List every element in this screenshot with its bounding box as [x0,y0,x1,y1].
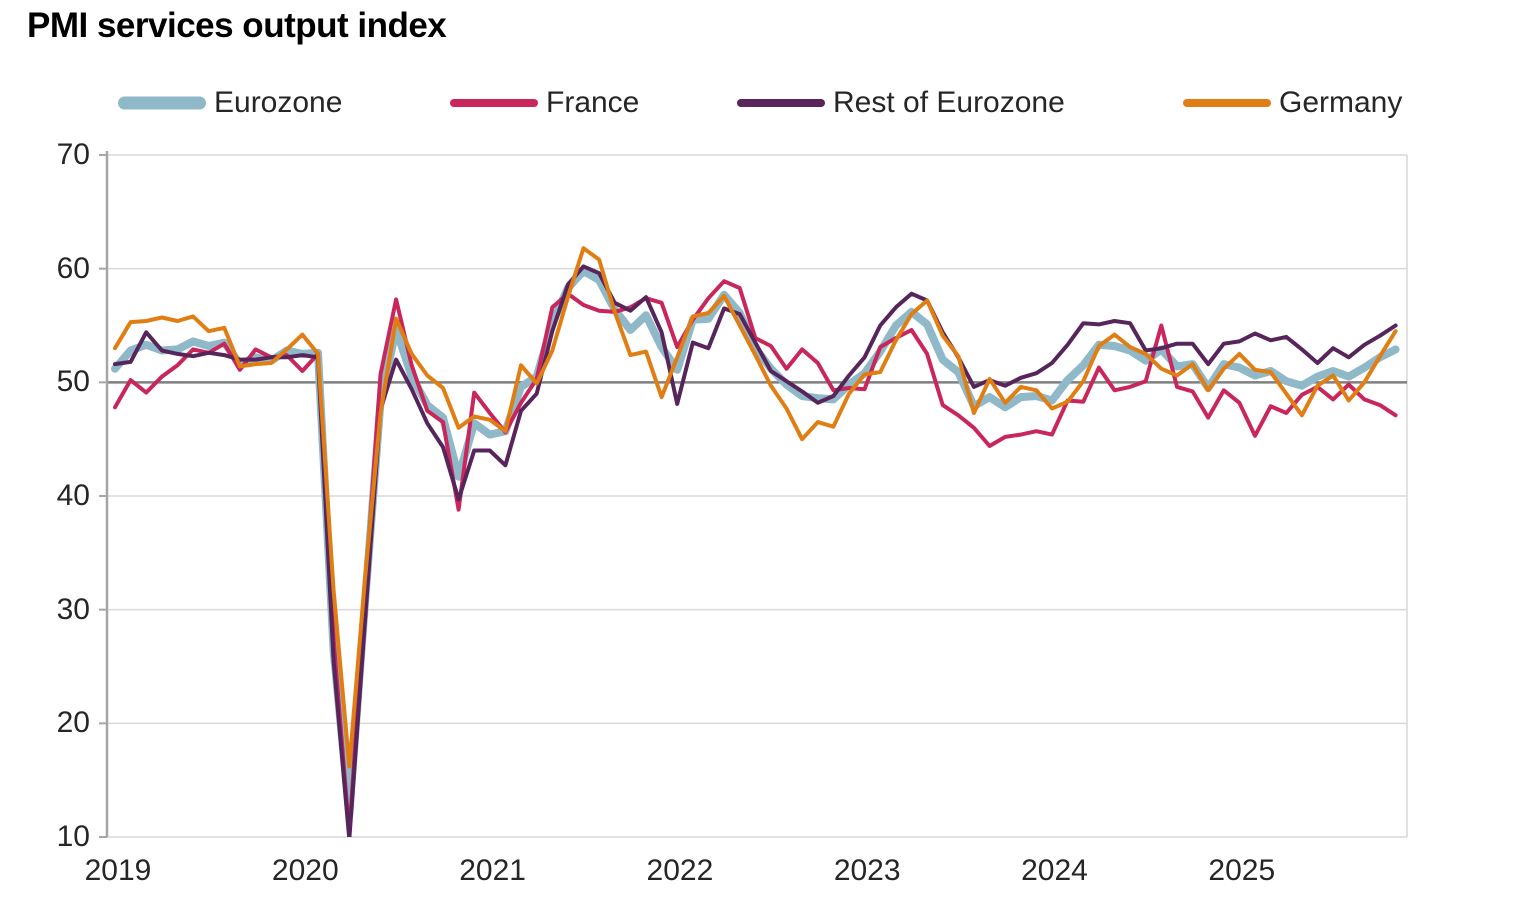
legend-label-germany: Germany [1279,86,1403,119]
series-line-rest-of-eurozone [113,264,1398,837]
y-tick-label-20: 20 [56,706,90,740]
series-line-germany [113,246,1398,769]
x-tick-label-2020: 2020 [271,854,339,887]
x-tick-label-2021: 2021 [459,854,526,887]
y-tick-label-30: 30 [56,592,90,626]
series-line-france [113,279,1398,837]
x-tick-label-2019: 2019 [84,854,152,887]
chart-title: PMI services output index [27,6,447,45]
x-tick-label-2022: 2022 [646,854,714,887]
y-tick-label-60: 60 [56,251,90,285]
legend-swatch-france [450,99,538,107]
x-tick-label-2023: 2023 [833,854,901,887]
legend-swatch-rest-of-eurozone [737,99,825,107]
y-tick-label-70: 70 [56,138,90,171]
y-tick-label-10: 10 [56,820,90,853]
x-tick-label-2025: 2025 [1208,854,1276,887]
legend-swatch-eurozone [118,96,206,110]
x-tick-label-2024: 2024 [1021,854,1088,887]
y-tick-label-40: 40 [56,479,90,512]
legend-label-france: France [546,86,640,119]
y-tick-label-50: 50 [56,365,90,399]
legend-swatch-germany [1183,99,1271,107]
legend-label-eurozone: Eurozone [214,86,343,119]
legend-label-rest-of-eurozone: Rest of Eurozone [833,86,1065,119]
